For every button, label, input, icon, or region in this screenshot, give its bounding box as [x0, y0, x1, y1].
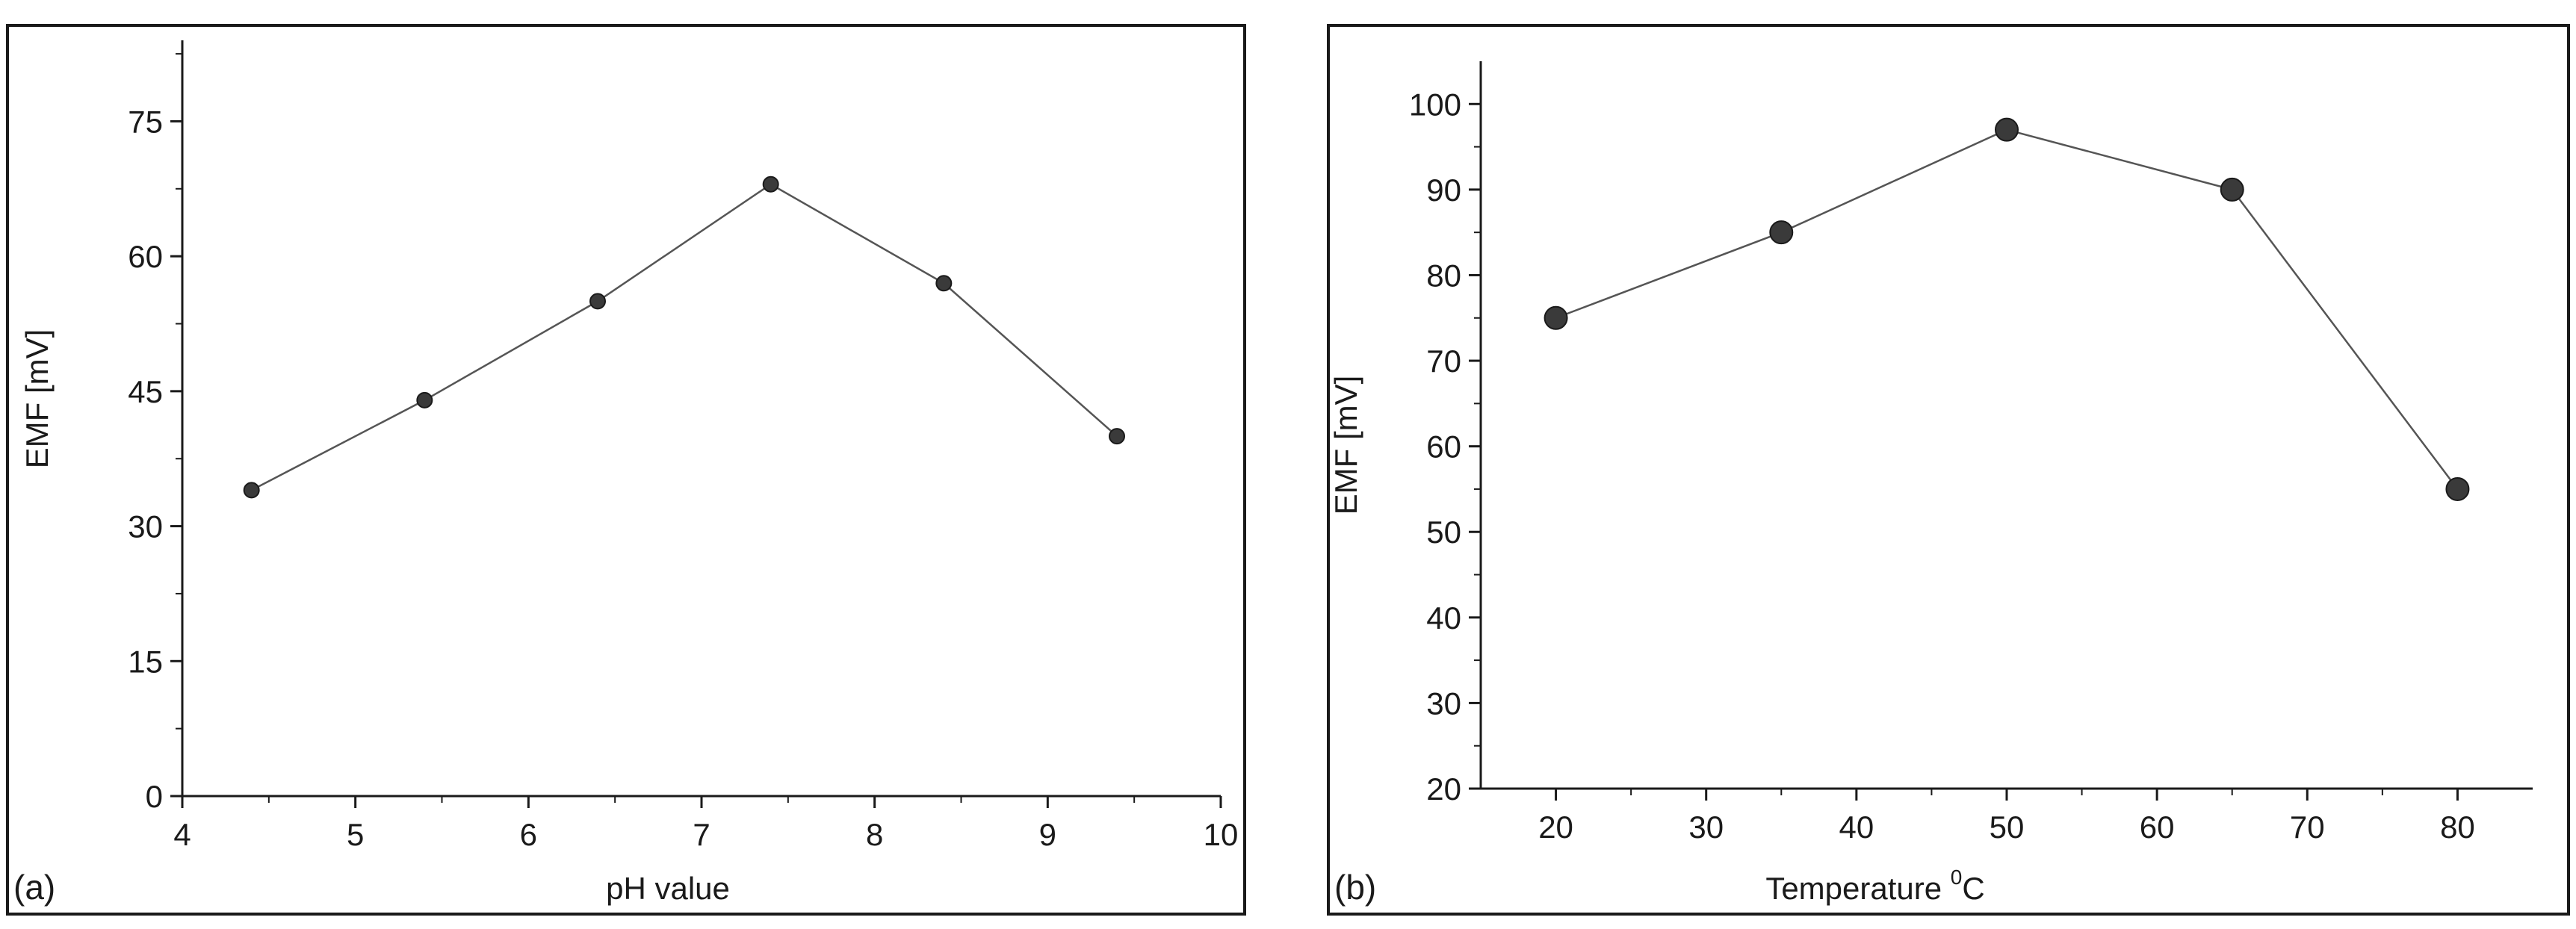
a-y-tick-label: 30 — [128, 509, 163, 544]
b-data-point — [1769, 220, 1794, 245]
a-x-tick-label: 8 — [866, 817, 883, 852]
b-y-tick-label: 90 — [1426, 173, 1461, 208]
a-series-line — [251, 183, 1118, 491]
b-y-tick-label: 40 — [1426, 600, 1461, 636]
chart-a-panel-label: (a) — [13, 868, 55, 907]
a-x-tick-label: 6 — [520, 817, 537, 852]
b-y-tick-label: 70 — [1426, 344, 1461, 379]
b-x-tick-label: 70 — [2290, 810, 2325, 845]
b-y-tick-label: 80 — [1426, 258, 1461, 293]
chart-b-xlabel: Temperature 0C — [1765, 866, 1984, 906]
a-x-tick-label: 10 — [1204, 817, 1239, 852]
b-y-tick-label: 30 — [1426, 686, 1461, 721]
b-data-point — [2445, 476, 2470, 501]
b-x-tick-label: 20 — [1538, 810, 1573, 845]
a-x-tick-label: 7 — [693, 817, 710, 852]
b-x-tick-label: 40 — [1839, 810, 1874, 845]
chart-b-panel-label: (b) — [1334, 868, 1376, 907]
a-data-point — [762, 175, 779, 193]
b-series-line — [1555, 128, 2459, 490]
b-x-tick-label: 50 — [1990, 810, 2025, 845]
chart-panel-a: 4 5 6 7 8 9 10 0 15 30 45 60 75 pH value EMF [mV] (a… — [6, 24, 1246, 916]
a-x-tick-label: 9 — [1039, 817, 1056, 852]
a-y-tick-label: 15 — [128, 644, 163, 679]
b-data-point — [1995, 117, 2019, 142]
a-data-point — [243, 482, 260, 499]
a-data-point — [935, 275, 953, 292]
a-x-tick-label: 4 — [173, 817, 191, 852]
a-y-tick-label: 0 — [146, 779, 163, 814]
a-data-point — [416, 391, 433, 408]
chart-b-xlabel-unit: C — [1962, 871, 1984, 906]
chart-b-svg: 20 30 40 50 60 70 80 20 30 40 50 60 70 80 90 100 Temper… — [1330, 61, 2533, 907]
chart-b-ylabel: EMF [mV] — [1330, 376, 1363, 515]
b-x-tick-label: 80 — [2440, 810, 2475, 845]
chart-a-ylabel: EMF [mV] — [19, 329, 55, 469]
b-x-tick-label: 30 — [1688, 810, 1724, 845]
a-y-tick-label: 75 — [128, 104, 163, 139]
b-y-tick-label: 20 — [1426, 771, 1461, 807]
a-x-tick-label: 5 — [347, 817, 364, 852]
chart-b-xlabel-sup: 0 — [1951, 866, 1963, 889]
a-y-tick-label: 60 — [128, 239, 163, 274]
b-y-tick-label: 60 — [1426, 429, 1461, 464]
b-x-tick-label: 60 — [2140, 810, 2175, 845]
chart-b-xlabel-text: Temperature — [1765, 871, 1950, 906]
b-y-tick-label: 100 — [1409, 87, 1461, 122]
b-data-point — [1544, 305, 1568, 330]
a-y-tick-label: 45 — [128, 374, 163, 409]
b-data-point — [2220, 177, 2244, 202]
chart-a-xlabel: pH value — [606, 871, 730, 906]
a-data-point — [1109, 428, 1125, 445]
chart-panel-b: 20 30 40 50 60 70 80 20 30 40 50 60 70 80 90 100 Temper… — [1327, 24, 2570, 916]
a-data-point — [589, 293, 606, 310]
b-y-tick-label: 50 — [1426, 515, 1461, 550]
